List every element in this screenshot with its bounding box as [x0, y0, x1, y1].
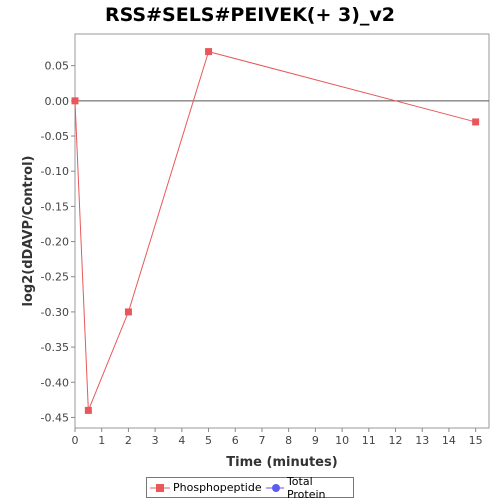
data-point — [84, 406, 92, 414]
x-tick-label: 15 — [469, 434, 483, 447]
y-axis-label: log2(dDAVP/Control) — [21, 156, 36, 307]
y-tick-label: -0.30 — [41, 306, 69, 319]
y-tick-label: -0.40 — [41, 376, 69, 389]
legend-item-phosphopeptide: Phosphopeptide — [150, 481, 262, 494]
x-tick-label: 3 — [152, 434, 159, 447]
total-protein-swatch-icon — [265, 483, 284, 492]
data-point — [472, 118, 480, 126]
y-tick-label: -0.35 — [41, 341, 69, 354]
x-tick-label: 14 — [442, 434, 456, 447]
y-tick-label: 0.05 — [45, 60, 70, 73]
x-tick-label: 9 — [312, 434, 319, 447]
chart-title: RSS#SELS#PEIVEK(+ 3)_v2 — [104, 4, 396, 26]
x-tick-label: 11 — [362, 434, 376, 447]
legend-label-phosphopeptide: Phosphopeptide — [173, 481, 262, 494]
y-tick-label: -0.05 — [41, 130, 69, 143]
x-tick-label: 10 — [335, 434, 349, 447]
x-tick-label: 0 — [72, 434, 79, 447]
x-tick-label: 13 — [415, 434, 429, 447]
x-tick-label: 2 — [125, 434, 132, 447]
y-tick-label: -0.25 — [41, 271, 69, 284]
data-point — [71, 97, 79, 105]
legend-label-total-protein: Total Protein — [286, 474, 326, 501]
x-tick-label: 1 — [98, 434, 105, 447]
x-tick-label: 5 — [205, 434, 212, 447]
x-tick-label: 6 — [232, 434, 239, 447]
y-tick-label: -0.45 — [41, 411, 69, 424]
legend: Phosphopeptide Total Protein — [146, 474, 354, 501]
x-axis-label: Time (minutes) — [226, 455, 337, 470]
x-tick-label: 8 — [285, 434, 292, 447]
legend-item-total-protein: Total Protein — [265, 474, 349, 501]
y-tick-label: 0.00 — [45, 95, 70, 108]
data-point — [124, 308, 132, 316]
y-tick-label: -0.15 — [41, 200, 69, 213]
data-point — [205, 48, 213, 56]
y-tick-label: -0.10 — [41, 165, 69, 178]
y-tick-label: -0.20 — [41, 236, 69, 249]
phosphopeptide-swatch-icon — [150, 483, 170, 492]
x-tick-label: 7 — [258, 434, 265, 447]
x-tick-label: 4 — [178, 434, 185, 447]
plot-frame — [74, 33, 490, 429]
x-tick-label: 12 — [389, 434, 403, 447]
